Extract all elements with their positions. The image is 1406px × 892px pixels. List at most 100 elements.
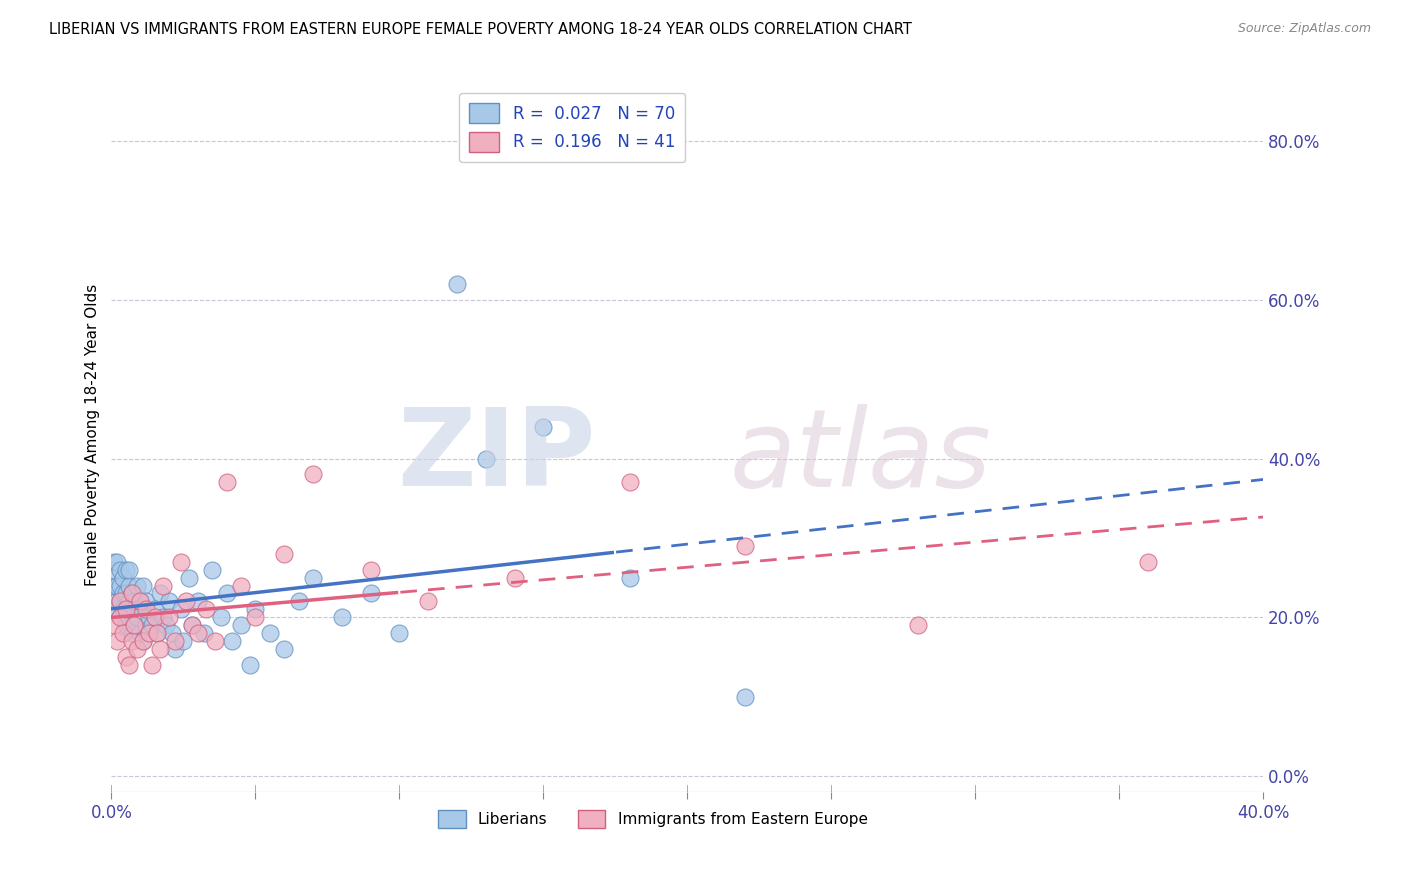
Point [330, 610, 353, 624]
Point [163, 642, 186, 657]
Point [503, 571, 526, 585]
Point [108, 563, 131, 577]
Point [187, 594, 209, 608]
Point [118, 594, 141, 608]
Point [114, 563, 136, 577]
Point [108, 610, 131, 624]
Point [149, 586, 172, 600]
Point [114, 602, 136, 616]
Point [531, 419, 554, 434]
Point [111, 586, 134, 600]
Point [143, 610, 166, 624]
Point [209, 610, 232, 624]
Point [181, 618, 204, 632]
Point [146, 626, 169, 640]
Point [135, 618, 157, 632]
Point [111, 626, 134, 640]
Point [124, 594, 146, 608]
Point [169, 555, 191, 569]
Point [108, 594, 131, 608]
Point [229, 618, 252, 632]
Y-axis label: Female Poverty Among 18-24 Year Olds: Female Poverty Among 18-24 Year Olds [86, 284, 100, 586]
Point [475, 451, 498, 466]
Point [121, 634, 143, 648]
Point [1137, 555, 1160, 569]
Point [129, 594, 152, 608]
Point [114, 602, 136, 616]
Point [108, 594, 131, 608]
Point [103, 618, 125, 632]
Point [229, 578, 252, 592]
Point [273, 547, 295, 561]
Point [118, 563, 141, 577]
Point [103, 563, 125, 577]
Point [215, 586, 238, 600]
Point [141, 657, 163, 672]
Point [124, 618, 146, 632]
Point [360, 563, 382, 577]
Point [273, 642, 295, 657]
Point [259, 626, 281, 640]
Point [302, 571, 325, 585]
Point [118, 610, 141, 624]
Point [132, 578, 155, 592]
Point [187, 626, 209, 640]
Point [360, 586, 382, 600]
Legend: Liberians, Immigrants from Eastern Europe: Liberians, Immigrants from Eastern Europ… [432, 804, 873, 834]
Point [127, 610, 149, 624]
Text: ZIP: ZIP [396, 403, 595, 509]
Point [734, 539, 756, 553]
Point [619, 475, 641, 490]
Point [121, 586, 143, 600]
Point [215, 475, 238, 490]
Point [174, 594, 197, 608]
Point [114, 618, 136, 632]
Point [163, 634, 186, 648]
Point [132, 634, 155, 648]
Point [105, 594, 128, 608]
Point [157, 594, 180, 608]
Point [105, 578, 128, 592]
Point [114, 586, 136, 600]
Point [141, 618, 163, 632]
Point [124, 618, 146, 632]
Point [239, 657, 262, 672]
Point [114, 650, 136, 665]
Point [103, 578, 125, 592]
Point [138, 610, 160, 624]
Point [111, 571, 134, 585]
Point [105, 602, 128, 616]
Point [111, 602, 134, 616]
Point [129, 594, 152, 608]
Point [388, 626, 411, 640]
Text: atlas: atlas [730, 404, 991, 508]
Point [103, 555, 125, 569]
Point [169, 602, 191, 616]
Point [287, 594, 309, 608]
Point [127, 642, 149, 657]
Point [221, 634, 243, 648]
Point [121, 626, 143, 640]
Point [105, 634, 128, 648]
Point [160, 626, 183, 640]
Point [245, 610, 267, 624]
Point [118, 657, 141, 672]
Point [105, 555, 128, 569]
Point [204, 634, 226, 648]
Point [152, 610, 174, 624]
Point [143, 602, 166, 616]
Point [132, 634, 155, 648]
Point [245, 602, 267, 616]
Point [146, 626, 169, 640]
Point [152, 578, 174, 592]
Point [121, 602, 143, 616]
Text: Source: ZipAtlas.com: Source: ZipAtlas.com [1237, 22, 1371, 36]
Point [118, 578, 141, 592]
Point [121, 586, 143, 600]
Point [129, 626, 152, 640]
Point [734, 690, 756, 704]
Point [181, 618, 204, 632]
Point [157, 610, 180, 624]
Point [619, 571, 641, 585]
Point [135, 602, 157, 616]
